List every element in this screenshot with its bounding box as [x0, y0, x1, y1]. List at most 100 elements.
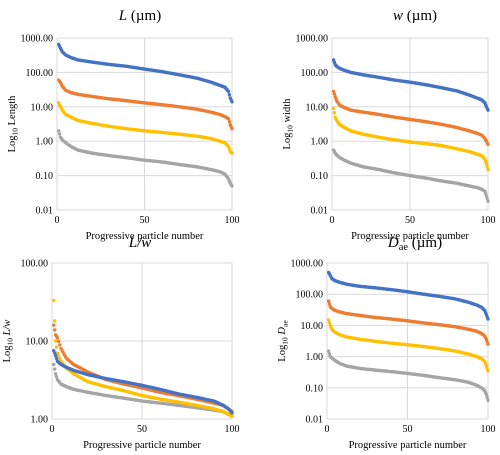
- x-tick-label: 100: [225, 215, 240, 226]
- series-1: [331, 58, 490, 112]
- y-label-log: Log: [282, 132, 293, 150]
- title-unit: (µm): [408, 235, 442, 251]
- x-tick-label: 50: [140, 215, 150, 226]
- y-label-main-sub: ae: [281, 320, 290, 327]
- series-4: [326, 349, 490, 402]
- x-tick-label: 100: [481, 424, 496, 435]
- title-unit: (µm): [403, 8, 437, 24]
- series-2: [326, 299, 490, 346]
- chart-title: L/w: [128, 235, 152, 251]
- series-1: [57, 42, 234, 104]
- data-point: [327, 352, 332, 356]
- data-point: [230, 100, 234, 104]
- x-tick-label: 50: [137, 424, 147, 435]
- data-point: [54, 356, 59, 361]
- data-point: [230, 411, 234, 415]
- data-point: [486, 142, 490, 147]
- x-tick-label: 100: [225, 424, 240, 435]
- x-tick-label: 0: [325, 424, 330, 435]
- data-point: [486, 108, 490, 112]
- title-main: w: [393, 8, 403, 24]
- x-tick-label: 0: [55, 215, 60, 226]
- data-point: [484, 162, 489, 166]
- y-tick-label: 0.10: [36, 171, 54, 182]
- data-point: [53, 339, 58, 343]
- x-tick-label: 0: [330, 215, 335, 226]
- y-label-main: L/w: [2, 320, 13, 338]
- series-1: [326, 270, 490, 321]
- data-point: [53, 353, 58, 358]
- data-point: [485, 164, 489, 169]
- data-point: [227, 93, 232, 97]
- data-point: [52, 323, 56, 327]
- y-tick-label: 1.00: [36, 137, 54, 148]
- series-4: [57, 129, 234, 188]
- y-label-main: D: [277, 327, 288, 338]
- y-tick-label: 1.00: [31, 415, 49, 426]
- data-point: [56, 339, 61, 344]
- data-point: [485, 395, 489, 400]
- y-label-base: 10: [281, 337, 290, 345]
- x-tick-label: 100: [481, 215, 496, 226]
- data-point: [58, 343, 62, 347]
- x-axis-label: Progressive particle number: [83, 440, 201, 451]
- y-tick-label: 100.00: [26, 68, 54, 79]
- x-tick-label: 50: [405, 215, 415, 226]
- chart-title: Dae (µm): [387, 235, 442, 253]
- data-point: [230, 414, 234, 419]
- data-point: [326, 299, 331, 303]
- data-point: [486, 398, 490, 402]
- data-point: [54, 345, 59, 349]
- chart-panel-dae: 0.01 0.10 1.00 10.00 100.00 1000.00 0 50 100 Dae …: [277, 235, 496, 451]
- x-axis-label: Progressive particle number: [349, 440, 467, 451]
- data-point: [326, 349, 331, 353]
- data-point: [55, 336, 60, 340]
- data-point: [230, 184, 234, 188]
- title-main: D: [387, 235, 399, 251]
- y-tick-label: 100.00: [301, 68, 329, 79]
- data-point: [53, 367, 57, 371]
- series-2: [331, 89, 490, 147]
- data-point: [53, 319, 57, 323]
- data-point: [326, 318, 331, 322]
- y-tick-label: 1000.00: [291, 259, 324, 270]
- data-point: [226, 89, 231, 94]
- chart-panel-width: 0.01 0.10 1.00 10.00 100.00 1000.00 0 50 100 w (µ…: [282, 8, 496, 242]
- data-point: [56, 354, 61, 358]
- x-axis-label: Progressive particle number: [86, 231, 204, 242]
- data-point: [331, 106, 336, 111]
- y-tick-label: 0.01: [36, 206, 54, 217]
- data-point: [327, 320, 332, 325]
- data-point: [52, 298, 56, 303]
- data-point: [57, 129, 61, 133]
- data-point: [57, 132, 62, 136]
- y-tick-label: 0.01: [311, 206, 329, 217]
- y-tick-label: 0.10: [306, 383, 324, 394]
- y-axis-label: Log10 Length: [7, 95, 20, 153]
- title-main: L: [118, 8, 127, 24]
- data-point: [230, 151, 234, 155]
- x-tick-label: 50: [403, 424, 413, 435]
- y-tick-label: 100.00: [21, 259, 49, 270]
- data-point: [227, 120, 232, 124]
- y-tick-label: 0.10: [311, 171, 329, 182]
- y-label-base: 10: [286, 125, 295, 133]
- y-axis-label: Log10 L/w: [2, 320, 15, 363]
- data-point: [327, 302, 332, 306]
- y-tick-label: 10.00: [31, 102, 54, 113]
- series-4: [331, 148, 490, 203]
- y-tick-label: 1000.00: [296, 34, 329, 45]
- y-tick-label: 10.00: [301, 321, 324, 332]
- y-label-log: Log: [277, 344, 288, 362]
- chart-title: w (µm): [393, 8, 437, 24]
- y-tick-label: 10.00: [306, 102, 329, 113]
- data-point: [53, 328, 57, 332]
- data-point: [486, 317, 490, 321]
- data-point: [486, 167, 490, 172]
- series-3: [57, 101, 234, 155]
- title-sub: ae: [399, 242, 409, 253]
- data-point: [55, 351, 60, 355]
- y-tick-label: 0.01: [306, 415, 324, 426]
- y-label-log: Log: [2, 345, 13, 363]
